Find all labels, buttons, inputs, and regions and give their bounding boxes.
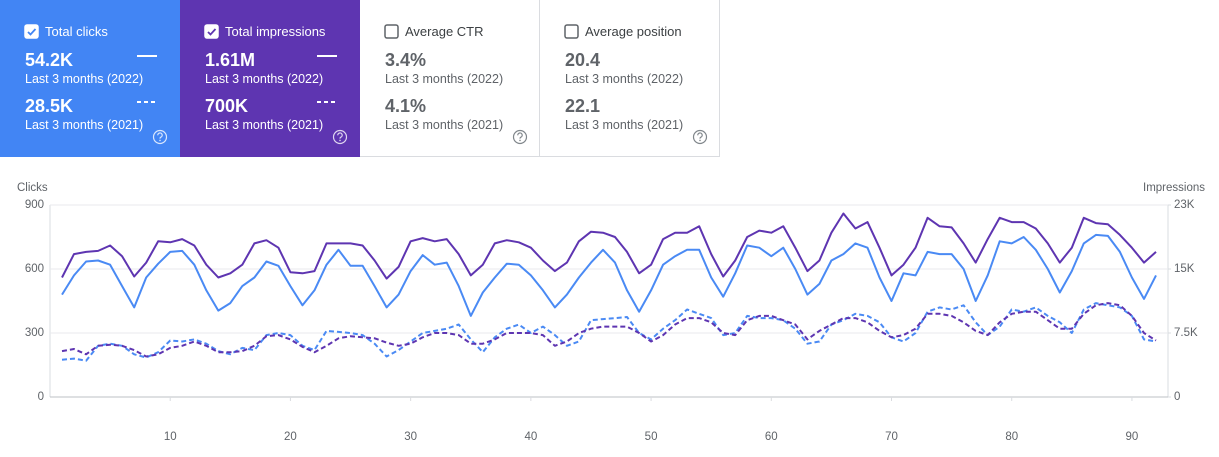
- help-circle: [152, 129, 168, 145]
- metric-period: Last 3 months (2021): [205, 118, 324, 132]
- help-glyph: [697, 132, 703, 139]
- x-tick-label: 90: [1126, 431, 1139, 443]
- metric-period: Last 3 months (2022): [205, 72, 324, 86]
- series-line: [61, 233, 1157, 317]
- series-line: [61, 212, 1157, 280]
- checkbox-box: [24, 24, 39, 39]
- help-circle: [512, 129, 528, 145]
- y2-axis-label: Impressions: [1143, 182, 1205, 194]
- metric-period: Last 3 months (2021): [25, 118, 144, 132]
- help-glyph: [157, 132, 163, 139]
- metric-card[interactable]: Average CTR 3.4% Last 3 months (2022) 4.1% L…: [360, 0, 540, 157]
- metric-card[interactable]: Total clicks 54.2K Last 3 months (2022) 28.…: [0, 0, 180, 157]
- y2-tick-label: 23K: [1174, 199, 1195, 211]
- check-mark: [207, 28, 217, 36]
- help-glyph: [337, 132, 343, 139]
- y-tick-label: 300: [25, 327, 44, 339]
- x-tick-label: 50: [645, 431, 658, 443]
- help-circle: [692, 129, 708, 145]
- metric-value: 4.1%: [385, 96, 427, 116]
- metric-value: 54.2K: [25, 50, 74, 70]
- x-tick-label: 20: [284, 431, 297, 443]
- help-glyph: [517, 132, 523, 139]
- card-title: Total impressions: [225, 24, 326, 39]
- metric-card[interactable]: Total impressions 1.61M Last 3 months (202…: [180, 0, 360, 157]
- help-dot: [339, 139, 341, 142]
- x-tick-label: 60: [765, 431, 778, 443]
- checkbox[interactable]: [204, 24, 220, 40]
- help-dot: [159, 139, 161, 142]
- line-style-icon: [317, 55, 337, 57]
- metric-card[interactable]: Average position 20.4 Last 3 months (2022)…: [540, 0, 720, 157]
- metric-period: Last 3 months (2022): [565, 72, 684, 86]
- x-tick-label: 70: [885, 431, 898, 443]
- metric-value: 1.61M: [205, 50, 256, 70]
- metric-period: Last 3 months (2022): [25, 72, 144, 86]
- checkbox-box: [564, 24, 579, 39]
- x-tick-label: 80: [1005, 431, 1018, 443]
- card-title: Average position: [585, 24, 682, 39]
- help-icon[interactable]: [332, 129, 348, 145]
- help-icon[interactable]: [512, 129, 528, 145]
- metric-period: Last 3 months (2022): [385, 72, 504, 86]
- checkbox[interactable]: [564, 24, 580, 40]
- help-dot: [699, 139, 701, 142]
- checkbox[interactable]: [24, 24, 40, 40]
- x-tick-label: 30: [404, 431, 417, 443]
- series-line: [61, 302, 1157, 358]
- metric-value: 28.5K: [25, 96, 74, 116]
- checkbox[interactable]: [384, 24, 400, 40]
- metric-value: 20.4: [565, 50, 601, 70]
- help-dot: [519, 139, 521, 142]
- y2-tick-label: 15K: [1174, 263, 1195, 275]
- checkbox-box: [204, 24, 219, 39]
- checkbox-box: [384, 24, 399, 39]
- help-icon[interactable]: [692, 129, 708, 145]
- x-tick-label: 40: [524, 431, 537, 443]
- line-style-icon: [317, 101, 337, 103]
- card-title: Total clicks: [45, 24, 108, 39]
- y2-tick-label: 7.5K: [1174, 327, 1198, 339]
- y-tick-label: 0: [38, 391, 44, 403]
- x-tick-label: 10: [164, 431, 177, 443]
- series-line: [61, 302, 1157, 362]
- help-circle: [332, 129, 348, 145]
- help-icon[interactable]: [152, 129, 168, 145]
- metric-value: 3.4%: [385, 50, 427, 70]
- line-style-icon: [137, 55, 157, 57]
- metric-period: Last 3 months (2021): [565, 118, 684, 132]
- metric-period: Last 3 months (2021): [385, 118, 504, 132]
- y-tick-label: 600: [25, 263, 44, 275]
- metric-value: 700K: [205, 96, 249, 116]
- line-style-icon: [137, 101, 157, 103]
- metric-value: 22.1: [565, 96, 601, 116]
- y-axis-label: Clicks: [17, 182, 48, 194]
- check-mark: [27, 28, 37, 36]
- y-tick-label: 900: [25, 199, 44, 211]
- y2-tick-label: 0: [1174, 391, 1180, 403]
- card-title: Average CTR: [405, 24, 484, 39]
